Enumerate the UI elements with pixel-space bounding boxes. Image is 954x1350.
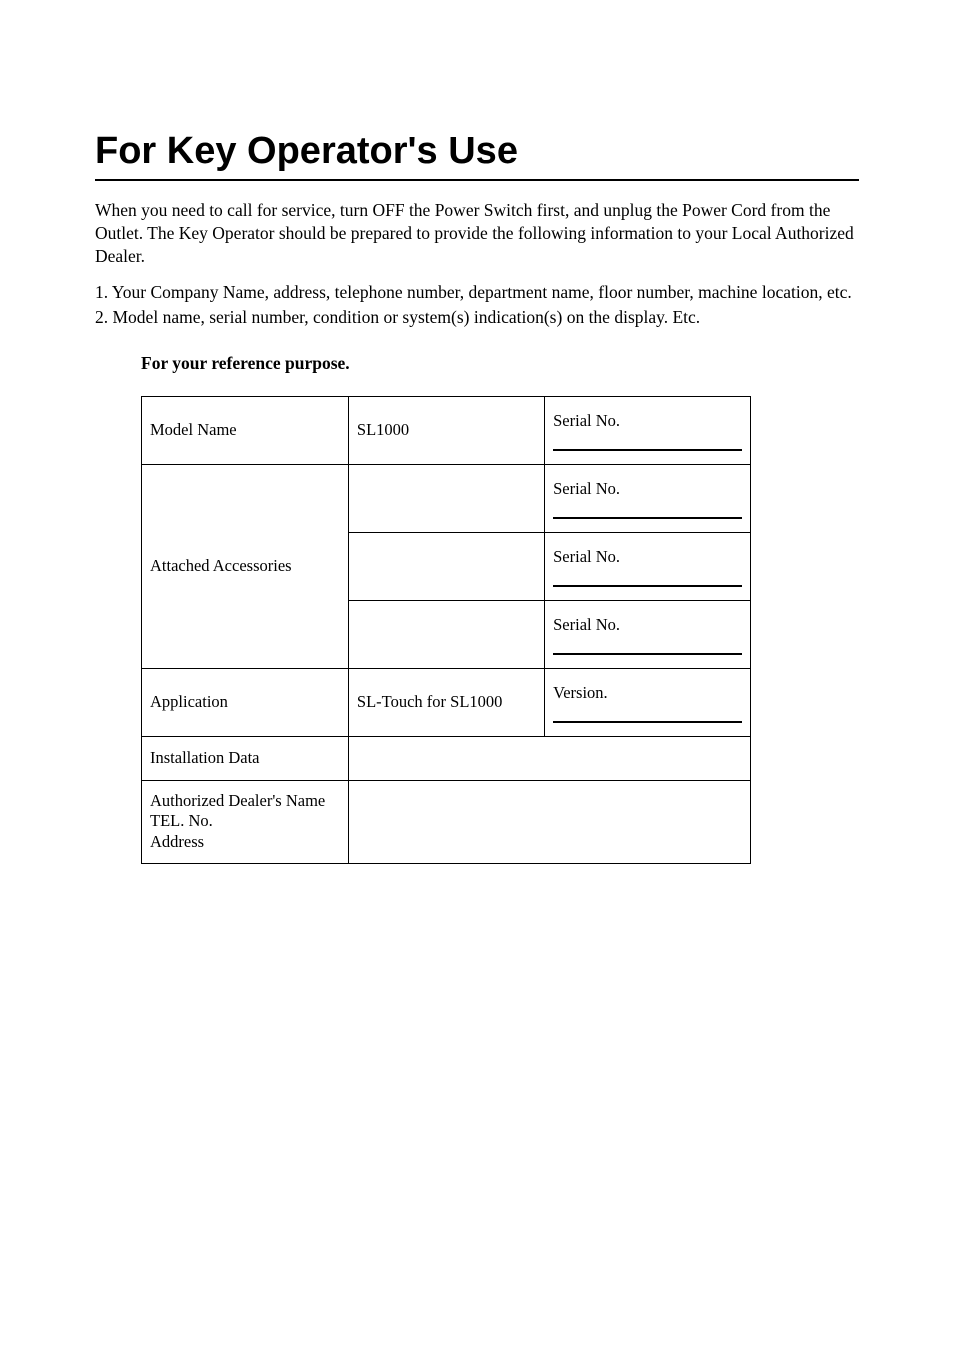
- serial-fill-line: [553, 585, 742, 587]
- title-underline: [95, 179, 859, 181]
- dealer-name-line: Authorized Dealer's Name: [150, 791, 325, 810]
- intro-paragraph: When you need to call for service, turn …: [95, 199, 859, 267]
- version-fill-line: [553, 721, 742, 723]
- serial-no-label: Serial No.: [553, 479, 742, 499]
- accessory-value: [348, 464, 544, 532]
- dealer-tel-line: TEL. No.: [150, 811, 213, 830]
- attached-accessories-label: Attached Accessories: [142, 464, 349, 668]
- application-label: Application: [142, 668, 349, 736]
- serial-cell: Serial No.: [545, 532, 751, 600]
- installation-data-label: Installation Data: [142, 736, 349, 780]
- table-row: Application SL-Touch for SL1000 Version.: [142, 668, 751, 736]
- version-cell: Version.: [545, 668, 751, 736]
- serial-fill-line: [553, 653, 742, 655]
- reference-table: Model Name SL1000 Serial No. Attached Ac…: [141, 396, 751, 864]
- accessory-value: [348, 532, 544, 600]
- serial-no-label: Serial No.: [553, 411, 742, 431]
- list-item: 1. Your Company Name, address, telephone…: [95, 281, 859, 304]
- table-row: Attached Accessories Serial No.: [142, 464, 751, 532]
- serial-no-label: Serial No.: [553, 615, 742, 635]
- table-row: Authorized Dealer's Name TEL. No. Addres…: [142, 780, 751, 863]
- installation-data-value: [348, 736, 750, 780]
- dealer-address-line: Address: [150, 832, 204, 851]
- model-name-value: SL1000: [348, 396, 544, 464]
- serial-cell: Serial No.: [545, 600, 751, 668]
- reference-subheading: For your reference purpose.: [141, 353, 859, 374]
- application-value: SL-Touch for SL1000: [348, 668, 544, 736]
- model-name-label: Model Name: [142, 396, 349, 464]
- serial-fill-line: [553, 517, 742, 519]
- table-row: Model Name SL1000 Serial No.: [142, 396, 751, 464]
- version-label: Version.: [553, 683, 742, 703]
- dealer-info-value: [348, 780, 750, 863]
- page-title: For Key Operator's Use: [95, 130, 859, 173]
- info-list: 1. Your Company Name, address, telephone…: [95, 281, 859, 329]
- serial-fill-line: [553, 449, 742, 451]
- serial-no-label: Serial No.: [553, 547, 742, 567]
- page-container: For Key Operator's Use When you need to …: [0, 0, 954, 864]
- table-row: Installation Data: [142, 736, 751, 780]
- list-item: 2. Model name, serial number, condition …: [95, 306, 859, 329]
- accessory-value: [348, 600, 544, 668]
- serial-cell: Serial No.: [545, 396, 751, 464]
- dealer-info-label: Authorized Dealer's Name TEL. No. Addres…: [142, 780, 349, 863]
- serial-cell: Serial No.: [545, 464, 751, 532]
